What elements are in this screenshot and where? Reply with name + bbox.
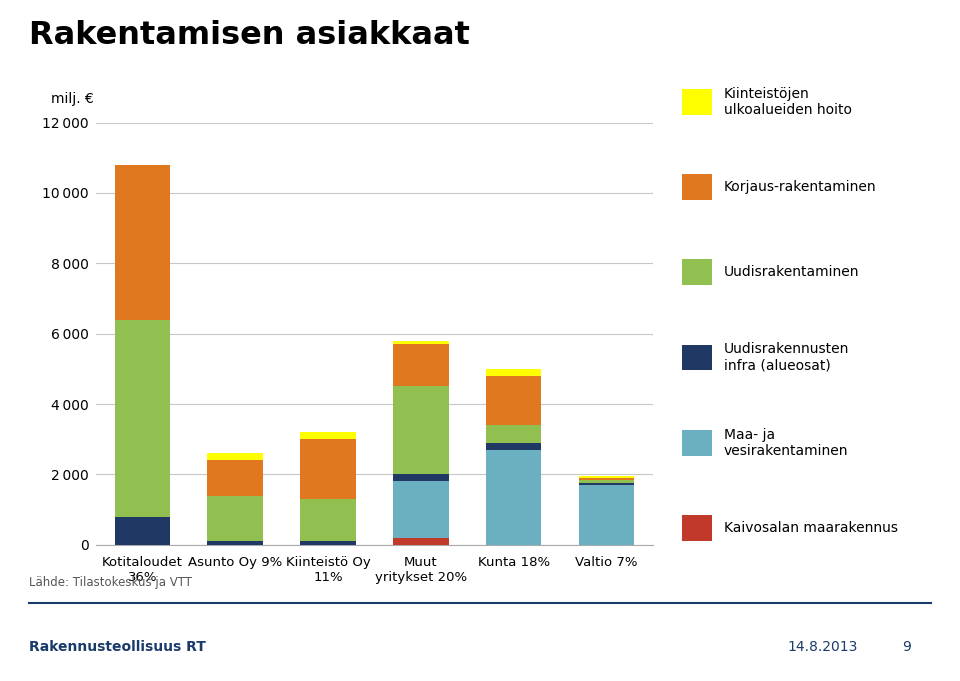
Bar: [579, 484, 635, 485]
Bar: [486, 450, 541, 545]
Text: 9: 9: [902, 639, 911, 654]
Bar: [579, 478, 635, 479]
Bar: [579, 479, 635, 484]
Bar: [300, 439, 356, 499]
Text: Maa- ja
vesirakentaminen: Maa- ja vesirakentaminen: [724, 428, 849, 458]
Bar: [393, 387, 448, 475]
Bar: [393, 340, 448, 345]
Bar: [393, 538, 448, 545]
Bar: [207, 496, 263, 541]
Bar: [486, 443, 541, 450]
Text: Kaivosalan maarakennus: Kaivosalan maarakennus: [724, 521, 898, 535]
Bar: [114, 319, 170, 517]
Bar: [486, 369, 541, 376]
Bar: [300, 432, 356, 439]
Bar: [486, 425, 541, 443]
Text: Uudisrakennusten
infra (alueosat): Uudisrakennusten infra (alueosat): [724, 343, 850, 373]
Bar: [393, 481, 448, 538]
Text: 14.8.2013: 14.8.2013: [787, 639, 857, 654]
Bar: [114, 517, 170, 545]
Bar: [207, 454, 263, 460]
Text: Lähde: Tilastokeskus ja VTT: Lähde: Tilastokeskus ja VTT: [29, 576, 192, 589]
Bar: [207, 460, 263, 496]
Text: Korjaus-rakentaminen: Korjaus-rakentaminen: [724, 180, 876, 194]
Bar: [300, 541, 356, 545]
Bar: [393, 475, 448, 481]
Bar: [207, 541, 263, 545]
Bar: [114, 165, 170, 319]
Text: Uudisrakentaminen: Uudisrakentaminen: [724, 266, 859, 279]
Text: Rakentamisen asiakkaat: Rakentamisen asiakkaat: [29, 20, 469, 52]
Bar: [486, 376, 541, 425]
Text: milj. €: milj. €: [52, 92, 94, 106]
Bar: [300, 499, 356, 541]
Text: Rakennusteollisuus RT: Rakennusteollisuus RT: [29, 639, 205, 654]
Bar: [579, 485, 635, 545]
Text: Kiinteistöjen
ulkoalueiden hoito: Kiinteistöjen ulkoalueiden hoito: [724, 87, 852, 117]
Bar: [579, 476, 635, 478]
Bar: [393, 345, 448, 387]
